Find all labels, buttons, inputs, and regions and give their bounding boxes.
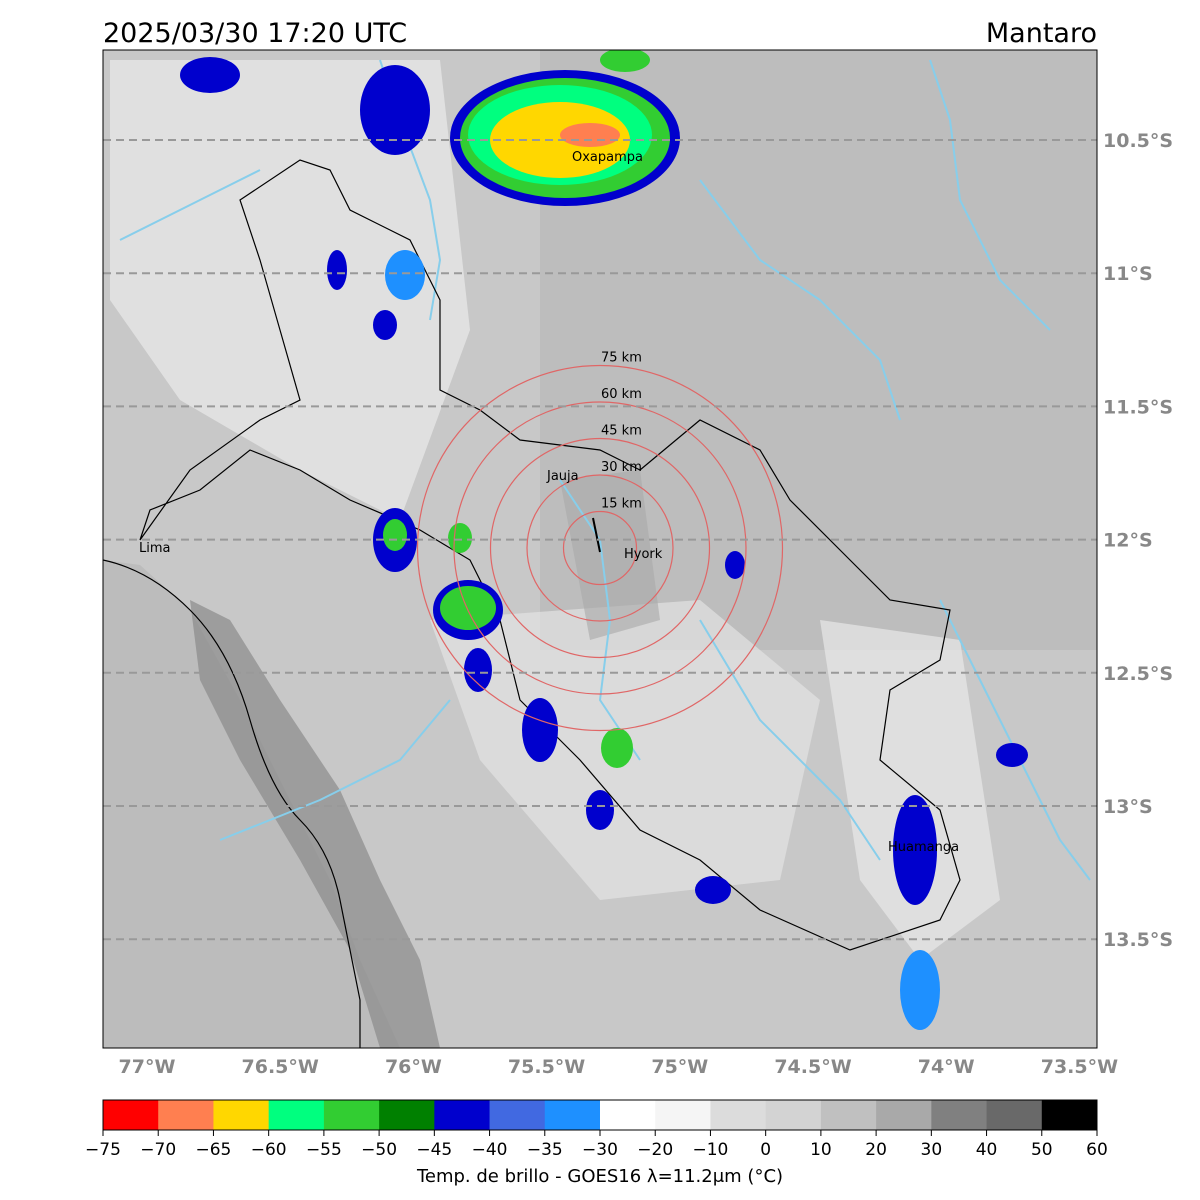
lon-label: 76°W — [385, 1056, 442, 1078]
colorbar-segment — [323, 1100, 380, 1130]
colorbar-segment — [1041, 1100, 1098, 1130]
colorbar-segment — [158, 1100, 214, 1130]
colorbar-tick-label: −70 — [140, 1140, 176, 1160]
ring-label: 15 km — [601, 497, 642, 512]
ring-label: 30 km — [601, 460, 642, 475]
ring-label: 45 km — [601, 424, 642, 439]
city-label: Hyork — [624, 547, 663, 562]
city-label: Oxapampa — [572, 150, 643, 165]
colorbar-tick-label: −65 — [195, 1140, 231, 1160]
colorbar-tick-label: −50 — [361, 1140, 397, 1160]
region: Mantaro — [986, 18, 1097, 49]
lon-label: 73.5°W — [1041, 1056, 1118, 1078]
colorbar-segment — [986, 1100, 1043, 1130]
lat-label: 11.5°S — [1103, 396, 1173, 418]
lon-label: 77°W — [119, 1056, 176, 1078]
colorbar-segment — [379, 1100, 435, 1130]
colorbar-tick-label: 50 — [1031, 1140, 1053, 1160]
colorbar-segment — [931, 1100, 988, 1130]
lat-label: 12.5°S — [1103, 663, 1173, 685]
colorbar-tick-label: −20 — [637, 1140, 673, 1160]
colorbar-tick-label: −75 — [85, 1140, 121, 1160]
colorbar-tick-label: −35 — [527, 1140, 563, 1160]
lat-label: 11°S — [1103, 263, 1153, 285]
range-rings — [416, 364, 784, 732]
colorbar-tick-label: −60 — [251, 1140, 287, 1160]
city-label: Jauja — [546, 469, 579, 484]
colorbar-tick-label: 30 — [921, 1140, 943, 1160]
colorbar-segment — [268, 1100, 325, 1130]
colorbar-tick-label: −55 — [306, 1140, 342, 1160]
colorbar-tick-label: 60 — [1086, 1140, 1108, 1160]
colorbar-segment — [600, 1100, 656, 1130]
title: 2025/03/30 17:20 UTC — [103, 18, 407, 49]
colorbar-segment — [765, 1100, 822, 1130]
colorbar-segment — [710, 1100, 767, 1130]
city-label: Lima — [139, 541, 170, 556]
lon-label: 74°W — [918, 1056, 975, 1078]
lat-label: 12°S — [1103, 530, 1153, 552]
colorbar-tick-label: 10 — [810, 1140, 832, 1160]
map-imagery: Oxapampa Jauja Lima Hyork Huamanga 15 km 30 k… — [103, 50, 1097, 1048]
lat-label: 13.5°S — [1103, 929, 1173, 951]
lon-label: 74.5°W — [774, 1056, 851, 1078]
colorbar-tick-label: −40 — [472, 1140, 508, 1160]
colorbar-tick-label: 40 — [976, 1140, 998, 1160]
colorbar-tick-label: 0 — [760, 1140, 771, 1160]
colorbar-segment — [434, 1100, 491, 1130]
colorbar-segment — [876, 1100, 932, 1130]
colorbar-tick-label: −45 — [416, 1140, 452, 1160]
colorbar-label: Temp. de brillo - GOES16 λ=11.2μm (°C) — [416, 1166, 783, 1187]
lat-label: 13°S — [1103, 796, 1153, 818]
lat-label: 10.5°S — [1103, 130, 1173, 152]
map-frame — [102, 49, 1098, 1049]
colorbar-segment — [213, 1100, 270, 1130]
colorbar-segment — [544, 1100, 601, 1130]
colorbar-tick-label: 20 — [865, 1140, 887, 1160]
city-label: Huamanga — [888, 840, 959, 855]
colorbar-segment — [820, 1100, 877, 1130]
colorbar-tick-label: −30 — [582, 1140, 618, 1160]
colorbar-segment — [489, 1100, 546, 1130]
ring-label: 75 km — [601, 351, 642, 366]
lon-label: 75.5°W — [508, 1056, 585, 1078]
ring-label: 60 km — [601, 387, 642, 402]
colorbar-segment — [655, 1100, 711, 1130]
lon-label: 76.5°W — [242, 1056, 319, 1078]
colorbar-tick-label: −10 — [692, 1140, 728, 1160]
colorbar-segment — [103, 1100, 159, 1130]
lon-label: 75°W — [651, 1056, 708, 1078]
